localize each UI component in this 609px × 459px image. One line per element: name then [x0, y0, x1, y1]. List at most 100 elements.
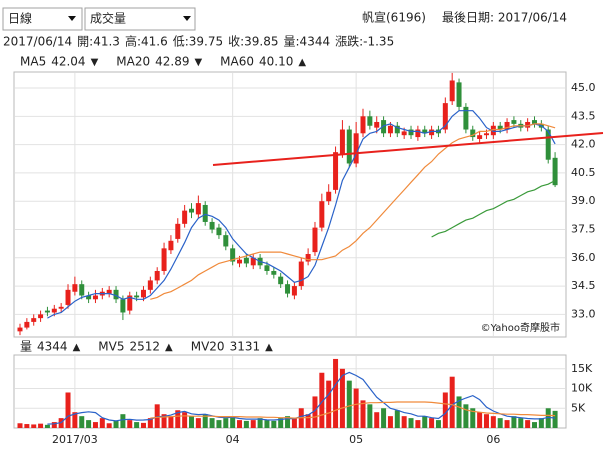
candle-body: [305, 254, 311, 262]
candle-body: [408, 129, 414, 136]
trend-line: [212, 132, 604, 166]
candle-body: [271, 270, 277, 275]
candle-body: [291, 286, 297, 296]
legend-value: 42.04: [51, 55, 85, 69]
volume-bar: [291, 418, 297, 428]
candle-body: [86, 295, 92, 300]
watermark: ©Yahoo奇摩股市: [481, 321, 560, 334]
x-tick-label: 2017/03: [52, 433, 98, 446]
candle-body: [127, 295, 133, 311]
candle-body: [504, 121, 510, 130]
volume-bar: [257, 418, 263, 428]
ma-line: [47, 371, 556, 425]
volume-bar: [202, 414, 208, 428]
volume-bar: [367, 404, 373, 428]
volume-bar: [504, 420, 510, 428]
quote-item: 低:39.75: [173, 35, 223, 49]
candle-body: [339, 129, 345, 155]
volume-bar: [195, 418, 201, 428]
y-tick-label: 43.5: [571, 109, 596, 122]
volume-bar: [182, 412, 188, 428]
candle-body: [250, 257, 256, 266]
legend-name: MV5: [98, 340, 124, 354]
y-tick-label: 42.0: [571, 138, 596, 151]
volume-bar: [305, 414, 311, 428]
volume-bar: [552, 410, 558, 428]
volume-bar: [442, 392, 448, 428]
legend-trend: ▲: [73, 342, 81, 353]
candle-body: [237, 259, 243, 264]
volume-bar: [387, 416, 393, 428]
y-tick-label: 45.0: [571, 81, 596, 94]
candle-body: [17, 327, 23, 332]
volume-bar: [511, 416, 517, 428]
y-tick-label: 39.0: [571, 194, 596, 207]
candle-body: [497, 125, 503, 130]
volume-bar: [106, 423, 112, 428]
volume-bar: [31, 424, 37, 428]
candle-body: [106, 289, 112, 294]
volume-bar: [264, 420, 270, 428]
candle-body: [65, 289, 71, 305]
legend-name: MA60: [220, 55, 254, 69]
legend-value: 2512: [129, 340, 160, 354]
candle-body: [189, 208, 194, 213]
candle-body: [92, 295, 98, 300]
candle-body: [449, 80, 455, 102]
volume-bar: [38, 423, 44, 428]
volume-bar: [532, 422, 537, 428]
volume-bar: [161, 414, 167, 428]
volume-bar: [429, 418, 435, 428]
x-tick-label: 04: [226, 433, 240, 446]
volume-bar: [189, 416, 194, 428]
candle-body: [374, 121, 380, 128]
candle-body: [367, 116, 373, 126]
dropdown-arrow: [183, 16, 191, 21]
volume-bar: [483, 414, 489, 428]
candle-body: [456, 82, 462, 107]
candle-body: [319, 201, 325, 228]
candle-body: [113, 289, 119, 300]
volume-bar: [79, 416, 85, 428]
volume-bar: [17, 423, 23, 428]
candle-body: [278, 276, 284, 285]
volume-bar: [449, 376, 455, 428]
volume-bar: [209, 418, 215, 428]
candle-body: [394, 125, 400, 134]
candle-body: [72, 284, 78, 292]
period-dropdown[interactable]: [2, 7, 83, 31]
legend-name: 量: [20, 340, 32, 354]
candle-body: [44, 310, 50, 313]
volume-bar: [435, 420, 441, 428]
volume-bar: [374, 412, 380, 428]
candle-body: [38, 314, 44, 319]
volume-bar: [216, 420, 222, 428]
plots: 2017/03 04 05 06 45.0 43.5 42.0 40.5 39.0 37.5 36.…: [15, 72, 596, 446]
legend-trend: ▲: [298, 57, 306, 68]
volume-bar: [490, 416, 496, 428]
candle-body: [216, 227, 222, 236]
volume-bar: [243, 420, 249, 428]
volume-bar: [456, 396, 462, 428]
legend-trend: ▼: [91, 57, 99, 68]
candle-body: [285, 284, 291, 294]
quote-item: 漲跌:-1.35: [335, 34, 394, 49]
last-date: 最後日期: 2017/06/14: [442, 11, 567, 25]
candle-body: [154, 270, 160, 281]
x-tick-label: 05: [349, 433, 363, 446]
legend-trend: ▲: [265, 342, 273, 353]
ma-line: [150, 401, 556, 419]
candle-body: [312, 227, 318, 253]
volume-bar: [134, 422, 140, 428]
volume-bar: [127, 420, 133, 428]
volume-bar: [24, 424, 30, 428]
candle-body: [545, 129, 551, 160]
y-tick-label: 15K: [571, 362, 593, 375]
candle-body: [140, 289, 146, 298]
candle-body: [58, 306, 64, 309]
volume-bar: [223, 418, 229, 428]
volume-bar: [545, 408, 551, 428]
volume-bar: [525, 420, 531, 428]
indicator-dropdown[interactable]: [84, 7, 196, 31]
candle-body: [31, 318, 37, 322]
